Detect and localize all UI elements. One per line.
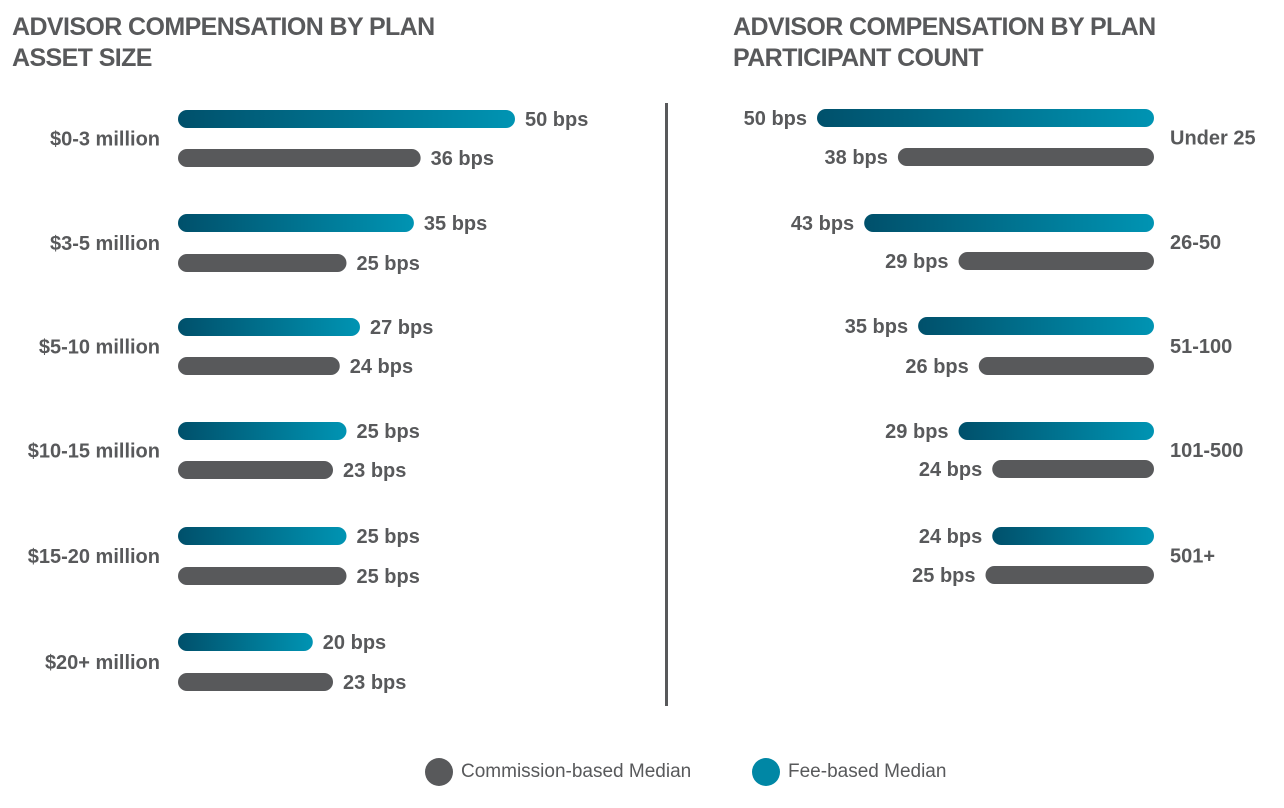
commission-value-label: 26 bps <box>905 356 968 378</box>
fee-bar-20-million <box>178 633 313 651</box>
commission-value-label: 23 bps <box>343 672 406 694</box>
legend: Commission-based Median Fee-based Median <box>0 758 1284 790</box>
legend-item-fee: Fee-based Median <box>752 758 946 786</box>
commission-bar-3-5-million <box>178 254 347 272</box>
category-label: 51-100 <box>1170 336 1232 358</box>
commission-value-label: 23 bps <box>343 460 406 482</box>
fee-value-label: 20 bps <box>323 632 386 654</box>
category-label: $15-20 million <box>28 546 160 568</box>
commission-bar-26-50 <box>958 252 1154 270</box>
commission-bar-501 <box>985 566 1154 584</box>
legend-item-commission: Commission-based Median <box>425 758 691 786</box>
legend-swatch-commission <box>425 758 453 786</box>
commission-value-label: 25 bps <box>357 566 420 588</box>
commission-bar-101-500 <box>992 460 1154 478</box>
commission-value-label: 38 bps <box>825 147 888 169</box>
commission-bar-10-15-million <box>178 461 334 479</box>
fee-bar-5-10-million <box>178 318 360 336</box>
category-label: $5-10 million <box>39 337 160 359</box>
category-label: 101-500 <box>1170 440 1243 462</box>
category-label: $0-3 million <box>50 129 160 151</box>
category-label: Under 25 <box>1170 128 1256 150</box>
fee-bar-51-100 <box>918 317 1154 335</box>
fee-bar-10-15-million <box>178 422 347 440</box>
commission-bar-51-100 <box>978 357 1154 375</box>
fee-value-label: 29 bps <box>885 421 948 443</box>
fee-value-label: 24 bps <box>919 526 982 548</box>
chart-title-participant-count: ADVISOR COMPENSATION BY PLAN PARTICIPANT… <box>733 13 1156 72</box>
commission-value-label: 29 bps <box>885 251 948 273</box>
commission-value-label: 24 bps <box>350 356 413 378</box>
category-label: $10-15 million <box>28 441 160 463</box>
fee-value-label: 25 bps <box>357 421 420 443</box>
commission-value-label: 24 bps <box>919 459 982 481</box>
category-label: 501+ <box>1170 546 1215 568</box>
panel-divider <box>665 103 668 706</box>
fee-value-label: 35 bps <box>845 316 908 338</box>
fee-bar-26-50 <box>864 214 1154 232</box>
fee-value-label: 50 bps <box>525 109 588 131</box>
chart-title-asset-size: ADVISOR COMPENSATION BY PLAN ASSET SIZE <box>12 13 435 72</box>
fee-bar-under-25 <box>817 109 1154 127</box>
fee-bar-0-3-million <box>178 110 515 128</box>
fee-value-label: 35 bps <box>424 213 487 235</box>
commission-value-label: 36 bps <box>431 148 494 170</box>
commission-value-label: 25 bps <box>357 253 420 275</box>
legend-swatch-fee <box>752 758 780 786</box>
fee-value-label: 43 bps <box>791 213 854 235</box>
fee-value-label: 27 bps <box>370 317 433 339</box>
category-label: $20+ million <box>45 652 160 674</box>
fee-bar-15-20-million <box>178 527 347 545</box>
participant-count-bar-chart: 50 bps 38 bps Under 25 43 bps 29 bps 26-50 35 … <box>744 108 1256 587</box>
commission-bar-5-10-million <box>178 357 340 375</box>
commission-bar-0-3-million <box>178 149 421 167</box>
fee-value-label: 50 bps <box>744 108 807 130</box>
legend-label-fee: Fee-based Median <box>788 761 947 782</box>
commission-bar-under-25 <box>897 148 1154 166</box>
category-label: 26-50 <box>1170 232 1221 254</box>
fee-bar-501 <box>992 527 1154 545</box>
fee-bar-101-500 <box>958 422 1154 440</box>
commission-value-label: 25 bps <box>912 565 975 587</box>
fee-bar-3-5-million <box>178 214 414 232</box>
fee-value-label: 25 bps <box>357 526 420 548</box>
legend-label-commission: Commission-based Median <box>461 761 692 782</box>
category-label: $3-5 million <box>50 233 160 255</box>
commission-bar-20-million <box>178 673 334 691</box>
commission-bar-15-20-million <box>178 567 347 585</box>
